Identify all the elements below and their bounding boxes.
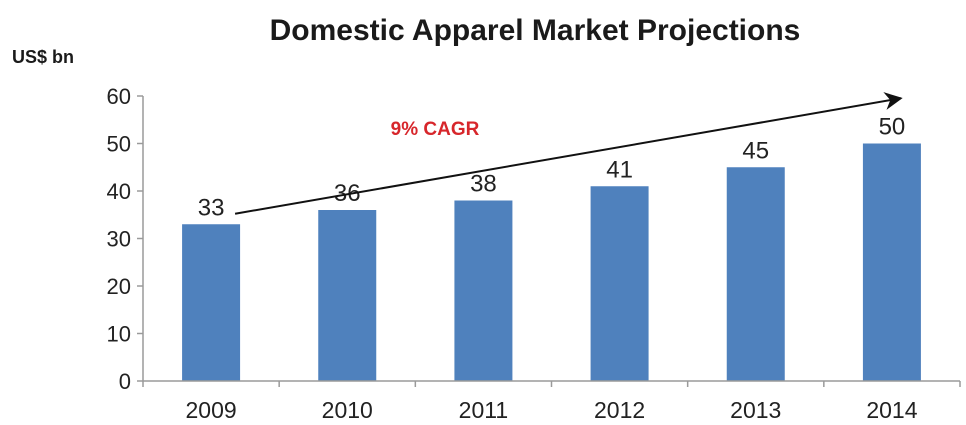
x-tick-label: 2012 (594, 397, 645, 423)
x-tick-label: 2014 (866, 397, 917, 423)
bar-2012 (590, 186, 649, 381)
x-tick-label: 2010 (322, 397, 373, 423)
y-axis-unit-label: US$ bn (12, 47, 74, 67)
y-tick-label: 30 (107, 227, 131, 252)
data-label: 41 (606, 156, 633, 183)
bar-2011 (454, 200, 513, 381)
y-tick-label: 40 (107, 179, 131, 204)
bars (182, 143, 921, 381)
x-tick-label: 2009 (185, 397, 236, 423)
chart-title: Domestic Apparel Market Projections (270, 14, 801, 47)
cagr-arrow (234, 92, 903, 215)
y-tick-label: 0 (119, 369, 131, 394)
bar-2010 (318, 210, 377, 381)
y-axis-ticks: 0 10 20 30 40 50 60 (107, 84, 961, 394)
y-tick-label: 20 (107, 274, 131, 299)
cagr-annotation: 9% CAGR (391, 119, 480, 140)
bar-2013 (726, 167, 785, 381)
bar-2009 (182, 224, 241, 381)
data-label: 45 (742, 137, 769, 164)
bar-2014 (862, 143, 921, 381)
x-tick-label: 2013 (730, 397, 781, 423)
data-labels: 333638414550 (198, 114, 906, 222)
y-tick-label: 10 (107, 322, 131, 347)
x-axis-labels: 2009 2010 2011 2012 2013 2014 (185, 397, 917, 423)
data-label: 50 (879, 114, 906, 141)
x-tick-label: 2011 (459, 397, 508, 423)
y-tick-label: 60 (107, 84, 131, 109)
data-label: 33 (198, 194, 225, 221)
data-label: 38 (470, 171, 497, 198)
y-tick-label: 50 (107, 132, 131, 157)
